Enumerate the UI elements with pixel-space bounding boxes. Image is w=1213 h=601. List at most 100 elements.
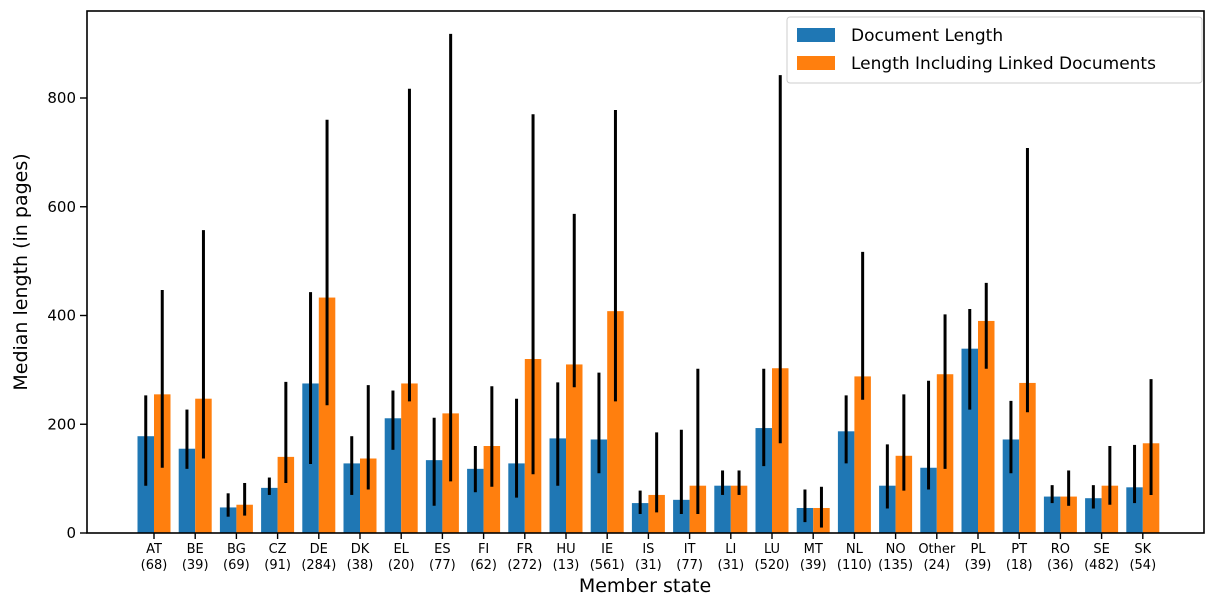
x-tick-label-cz: CZ — [269, 542, 287, 557]
x-tick-count-is: (31) — [635, 558, 662, 573]
x-tick-label-no: NO — [886, 542, 906, 557]
x-tick-label-li: LI — [725, 542, 736, 557]
legend-label-linked-length: Length Including Linked Documents — [851, 54, 1156, 74]
bar-el-document — [384, 418, 402, 533]
x-tick-label-mt: MT — [804, 542, 823, 557]
plot-frame — [86, 10, 1205, 534]
bar-el-linked — [401, 383, 418, 533]
x-axis-title: Member state — [579, 575, 711, 597]
y-tick-label-600: 600 — [47, 198, 76, 216]
x-tick-count-be: (39) — [182, 558, 209, 573]
x-tick-label-es: ES — [434, 542, 450, 557]
x-tick-count-se: (482) — [1084, 558, 1119, 573]
x-tick-label-it: IT — [684, 542, 696, 557]
bar-is-document — [631, 503, 649, 533]
bar-ro-document — [1043, 496, 1061, 533]
legend-box — [786, 16, 1203, 84]
bar-ie-document — [590, 439, 608, 533]
x-tick-count-ie: (561) — [590, 558, 625, 573]
bar-no-linked — [895, 455, 913, 533]
x-tick-count-es: (77) — [429, 558, 456, 573]
x-tick-count-fi: (62) — [470, 558, 497, 573]
bar-pt-linked — [1019, 382, 1036, 533]
bar-bg-linked — [236, 504, 253, 533]
x-tick-count-lu: (520) — [755, 558, 790, 573]
x-tick-label-pl: PL — [970, 542, 986, 557]
x-tick-label-dk: DK — [351, 542, 370, 557]
errorbars-layer — [144, 33, 1153, 528]
bar-dk-document — [343, 463, 360, 533]
x-tick-count-ro: (36) — [1047, 558, 1074, 573]
x-tick-label-se: SE — [1093, 542, 1109, 557]
bar-lu-linked — [772, 368, 789, 533]
x-tick-label-is: IS — [642, 542, 654, 557]
x-tick-label-hu: HU — [556, 542, 575, 557]
legend: Document Length Length Including Linked … — [786, 16, 1203, 84]
bar-ie-linked — [607, 311, 624, 533]
y-tick-label-0: 0 — [66, 524, 76, 542]
x-tick-count-pt: (18) — [1006, 558, 1033, 573]
x-tick-count-nl: (110) — [837, 558, 872, 573]
x-tick-count-el: (20) — [388, 558, 415, 573]
bar-fi-linked — [483, 446, 501, 533]
bars-layer — [137, 297, 1160, 534]
x-tick-label-pt: PT — [1011, 542, 1027, 557]
bar-hu-document — [549, 438, 566, 533]
bar-se-linked — [1101, 485, 1119, 533]
legend-swatch-document-length — [797, 28, 835, 42]
bar-is-linked — [648, 494, 665, 533]
x-tick-label-sk: SK — [1134, 542, 1151, 557]
x-tick-count-cz: (91) — [264, 558, 291, 573]
bar-it-document — [673, 499, 690, 533]
x-tick-count-hu: (13) — [553, 558, 580, 573]
x-axis: AT(68)BE(39)BG(69)CZ(91)DE(284)DK(38)EL(… — [141, 533, 1156, 573]
x-tick-label-fr: FR — [517, 542, 534, 557]
x-tick-label-de: DE — [310, 542, 328, 557]
y-tick-label-800: 800 — [47, 89, 76, 107]
x-tick-count-no: (135) — [878, 558, 913, 573]
bar-de-linked — [318, 297, 336, 533]
bar-ro-linked — [1060, 496, 1077, 533]
bar-lu-document — [755, 428, 772, 533]
bar-cz-linked — [277, 456, 295, 534]
x-tick-count-pl: (39) — [965, 558, 992, 573]
bar-hu-linked — [566, 364, 583, 533]
bar-li-document — [714, 485, 731, 533]
x-tick-label-nl: NL — [846, 542, 864, 557]
bar-be-linked — [195, 398, 212, 533]
x-tick-label-other: Other — [918, 542, 956, 557]
x-tick-count-bg: (69) — [223, 558, 250, 573]
x-tick-count-it: (77) — [676, 558, 703, 573]
bar-nl-document — [837, 431, 855, 533]
bar-other-document — [920, 467, 937, 533]
bar-bg-document — [219, 507, 237, 533]
legend-label-document-length: Document Length — [851, 26, 1003, 46]
x-tick-label-lu: LU — [764, 542, 780, 557]
bar-se-document — [1085, 498, 1102, 533]
bar-pl-linked — [978, 320, 995, 533]
x-tick-label-be: BE — [187, 542, 204, 557]
y-axis: 0 200 400 600 800 — [47, 89, 87, 542]
bar-nl-linked — [854, 376, 871, 533]
x-tick-count-de: (284) — [301, 558, 336, 573]
x-tick-count-mt: (39) — [800, 558, 827, 573]
x-tick-count-at: (68) — [141, 558, 168, 573]
bar-pl-document — [961, 348, 978, 533]
bar-fr-document — [508, 463, 525, 533]
x-tick-count-li: (31) — [717, 558, 744, 573]
y-tick-label-200: 200 — [47, 415, 76, 433]
x-tick-label-ro: RO — [1051, 542, 1070, 557]
x-tick-count-fr: (272) — [507, 558, 542, 573]
x-tick-label-bg: BG — [227, 542, 246, 557]
x-tick-count-other: (24) — [923, 558, 950, 573]
bar-be-document — [178, 448, 196, 533]
x-tick-label-fi: FI — [478, 542, 489, 557]
x-tick-label-el: EL — [393, 542, 409, 557]
bar-dk-linked — [360, 458, 377, 533]
x-tick-count-dk: (38) — [347, 558, 374, 573]
x-tick-label-at: AT — [146, 542, 162, 557]
y-axis-title: Median length (in pages) — [10, 153, 32, 390]
y-tick-label-400: 400 — [47, 307, 76, 325]
